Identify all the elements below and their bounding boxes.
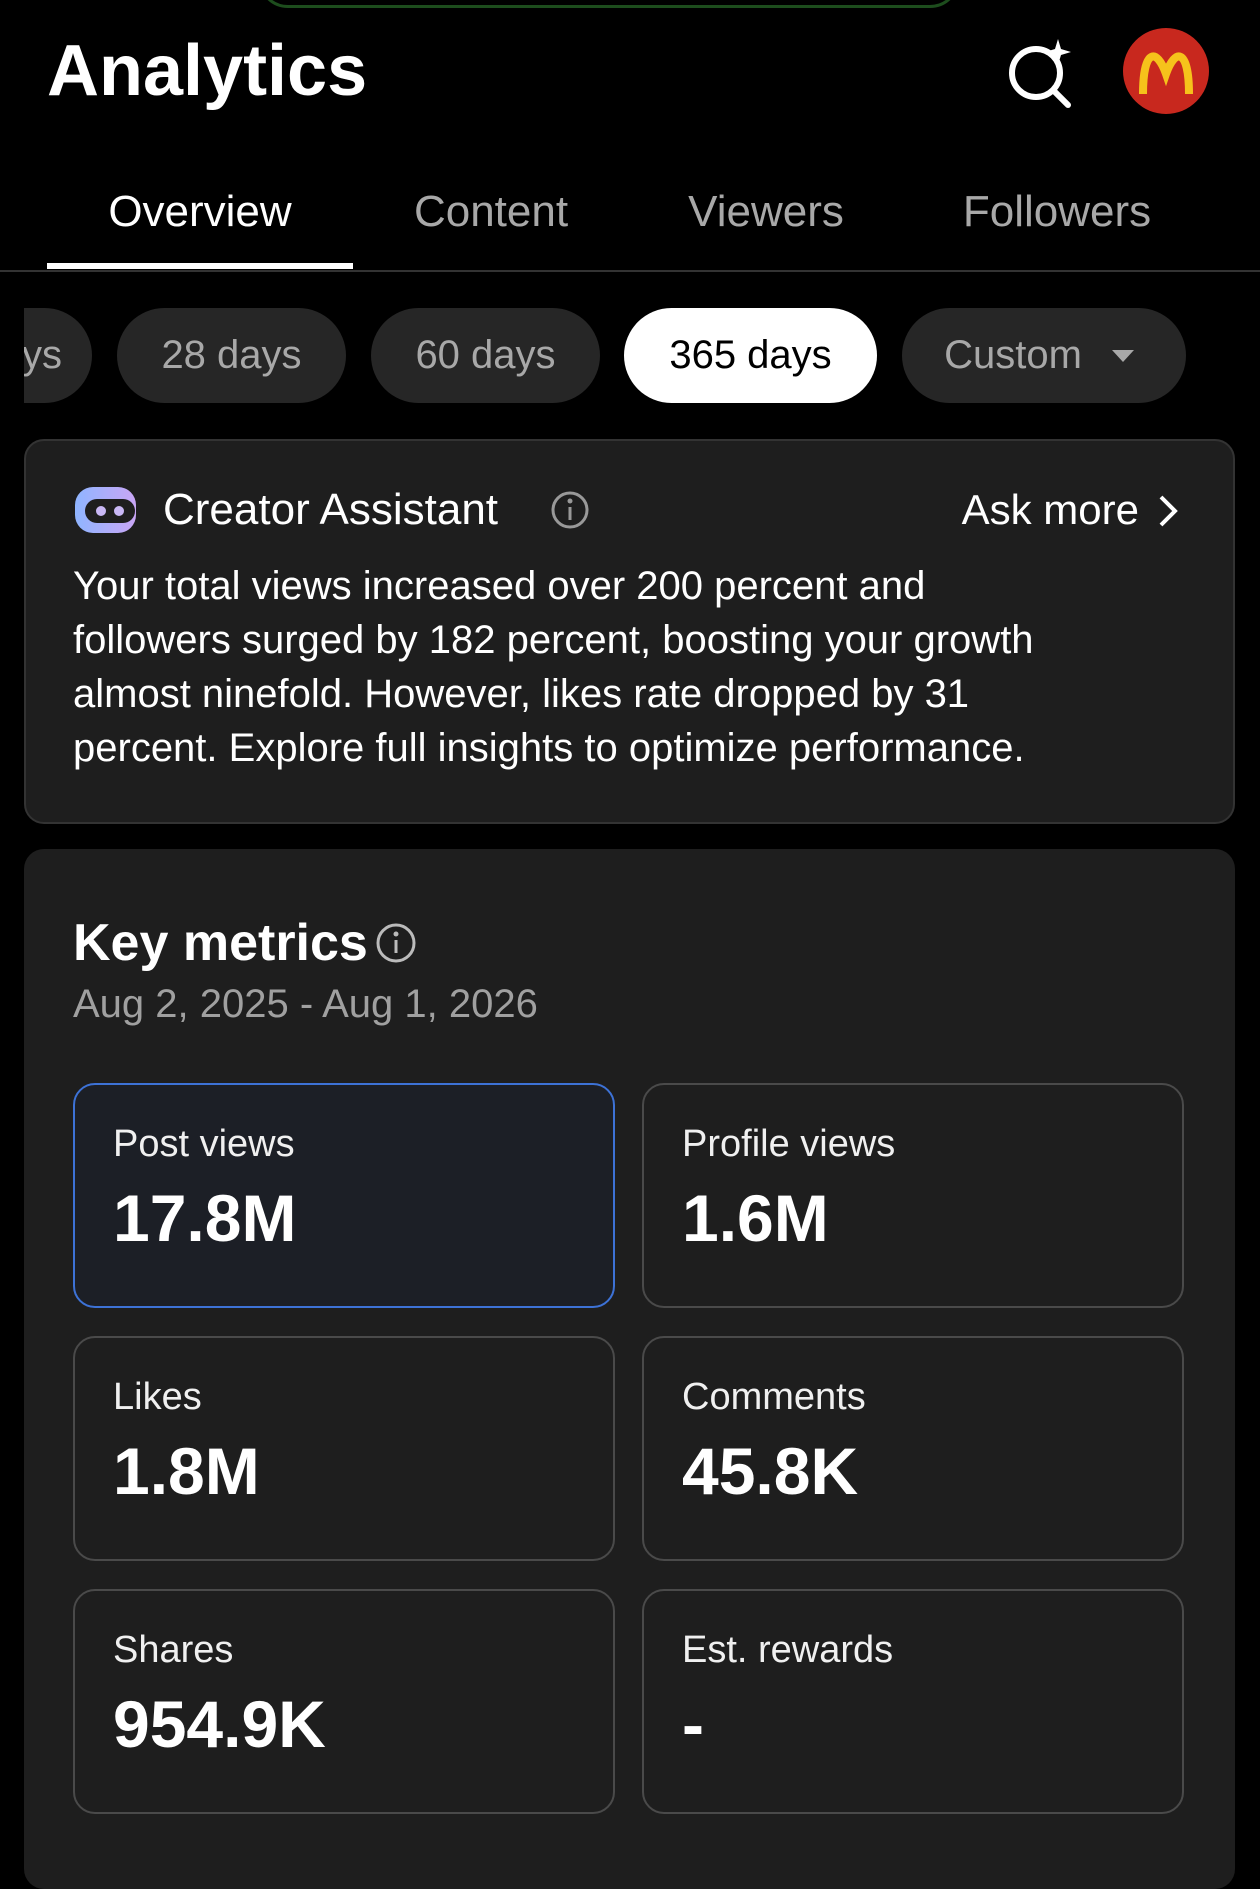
assistant-title: Creator Assistant [163, 485, 499, 534]
ask-more[interactable]: Ask more [961, 486, 1139, 533]
range-pill[interactable]: 365 days [624, 308, 877, 403]
assistant-card [24, 439, 1235, 824]
metric-tile[interactable]: Profile views 1.6M [642, 1083, 1184, 1308]
tab[interactable]: Followers [962, 187, 1152, 236]
chevron[interactable] [1153, 493, 1183, 529]
metric-tile[interactable]: Est. rewards - [642, 1589, 1184, 1814]
dropdown-arrow [1111, 349, 1134, 362]
metrics-card [24, 849, 1235, 1889]
metric-value: - [682, 1687, 704, 1761]
metric-value: 954.9K [113, 1687, 326, 1761]
info-icon[interactable] [375, 922, 417, 964]
metric-value: 17.8M [113, 1181, 297, 1255]
range-label: 28 days [161, 333, 302, 377]
metric-label: Comments [682, 1376, 866, 1418]
range-pill[interactable]: 28 days [117, 308, 346, 403]
metric-label: Likes [113, 1376, 202, 1418]
tab[interactable]: Content [413, 187, 569, 236]
assistant-line: almost ninefold. However, likes rate dro… [73, 672, 970, 716]
range-pill[interactable]: Custom [902, 308, 1186, 403]
search-button[interactable] [1000, 35, 1080, 110]
range-pill[interactable]: 60 days [371, 308, 600, 403]
metric-value: 1.6M [682, 1181, 829, 1255]
tab[interactable]: Viewers [688, 187, 844, 236]
assistant-line: percent. Explore full insights to optimi… [73, 726, 1025, 770]
metrics-title: Key metrics [73, 914, 368, 972]
assistant-icon [75, 487, 136, 533]
camera-outline [258, 0, 960, 8]
range-pill[interactable]: 7 days [24, 308, 92, 403]
range-label: 7 days [24, 333, 62, 377]
info-icon[interactable] [550, 490, 590, 530]
metric-value: 1.8M [113, 1434, 260, 1508]
page-title: Analytics [47, 31, 368, 111]
metric-label: Shares [113, 1629, 234, 1671]
avatar[interactable] [1123, 28, 1209, 114]
range-clip: 7 days [24, 300, 1260, 410]
metric-label: Est. rewards [682, 1629, 894, 1671]
range-label: Custom [944, 333, 1082, 377]
tab[interactable]: Overview [108, 187, 292, 236]
assistant-line: followers surged by 182 percent, boostin… [73, 618, 1034, 662]
metric-value: 45.8K [682, 1434, 859, 1508]
metric-label: Profile views [682, 1123, 896, 1165]
range-label: 365 days [669, 333, 832, 377]
range-label: 60 days [415, 333, 556, 377]
metric-tile[interactable]: Shares 954.9K [73, 1589, 615, 1814]
tab-divider [0, 270, 1260, 272]
metric-tile[interactable]: Likes 1.8M [73, 1336, 615, 1561]
tab-underline [47, 263, 353, 269]
metric-tile[interactable]: Post views 17.8M [73, 1083, 615, 1308]
date-range: Aug 2, 2025 - Aug 1, 2026 [73, 982, 538, 1026]
assistant-line: Your total views increased over 200 perc… [73, 564, 926, 608]
metric-tile[interactable]: Comments 45.8K [642, 1336, 1184, 1561]
metric-label: Post views [113, 1123, 295, 1165]
